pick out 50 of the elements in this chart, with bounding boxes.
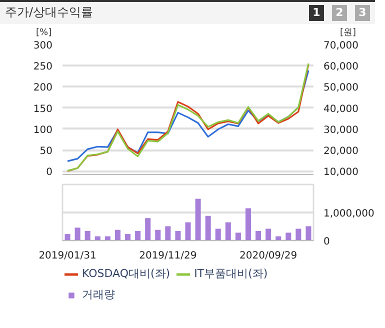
y2-tick-label: 10,000 (324, 167, 358, 178)
text: 1 (309, 5, 324, 22)
bar (296, 228, 302, 240)
y-tick-label: 300 (33, 40, 53, 52)
legend-label: IT부품대비(좌) (194, 266, 268, 281)
bar (245, 208, 251, 240)
x-tick-label: 2019/01/31 (38, 250, 96, 262)
bar (256, 230, 262, 240)
chart-title: 주가/상대수익률 (5, 4, 94, 22)
bar (175, 230, 181, 240)
bar (215, 228, 221, 240)
x-tick-label: 2019/11/29 (139, 250, 197, 262)
bar (266, 228, 272, 240)
y2-tick-label: 50,000 (324, 82, 358, 94)
bar (155, 230, 161, 240)
bar (114, 230, 120, 240)
bar (145, 218, 151, 240)
bar (64, 234, 70, 240)
y2-tick-label: 20,000 (324, 146, 358, 158)
y-tick-label: 200 (33, 82, 53, 94)
bar (205, 216, 211, 240)
bar (135, 230, 141, 240)
bar (185, 222, 191, 240)
text: 3 (355, 5, 370, 22)
y2-tick-label: 30,000 (324, 124, 358, 136)
bar (165, 226, 171, 240)
bar (306, 226, 312, 240)
bar (74, 228, 80, 240)
y-tick-label: 50 (40, 146, 53, 158)
bar (195, 198, 201, 240)
y-axis-title: [%] (36, 27, 52, 40)
x-tick-label: 2020/09/29 (240, 250, 298, 262)
y-tick-label: 1,000,000 (324, 208, 374, 220)
y-tick-label: 100 (33, 124, 53, 136)
bar (225, 222, 231, 240)
y-tick-label: 250 (33, 62, 53, 73)
y-tick-label: 0 (324, 236, 330, 248)
bar (235, 232, 241, 240)
y2-axis-title: [원] (340, 27, 356, 40)
bar (125, 234, 131, 240)
bar (286, 232, 292, 240)
legend-label: KOSDAQ대비(좌) (82, 266, 170, 281)
y2-tick-label: 60,000 (324, 62, 358, 73)
y-tick-label: 0 (46, 167, 53, 178)
y-tick-label: 150 (33, 104, 53, 115)
text: 2 (332, 5, 347, 22)
legend-label: 거래량 (82, 287, 115, 302)
y2-tick-label: 40,000 (324, 104, 358, 115)
y2-tick-label: 70,000 (324, 40, 358, 52)
bar (84, 230, 90, 240)
